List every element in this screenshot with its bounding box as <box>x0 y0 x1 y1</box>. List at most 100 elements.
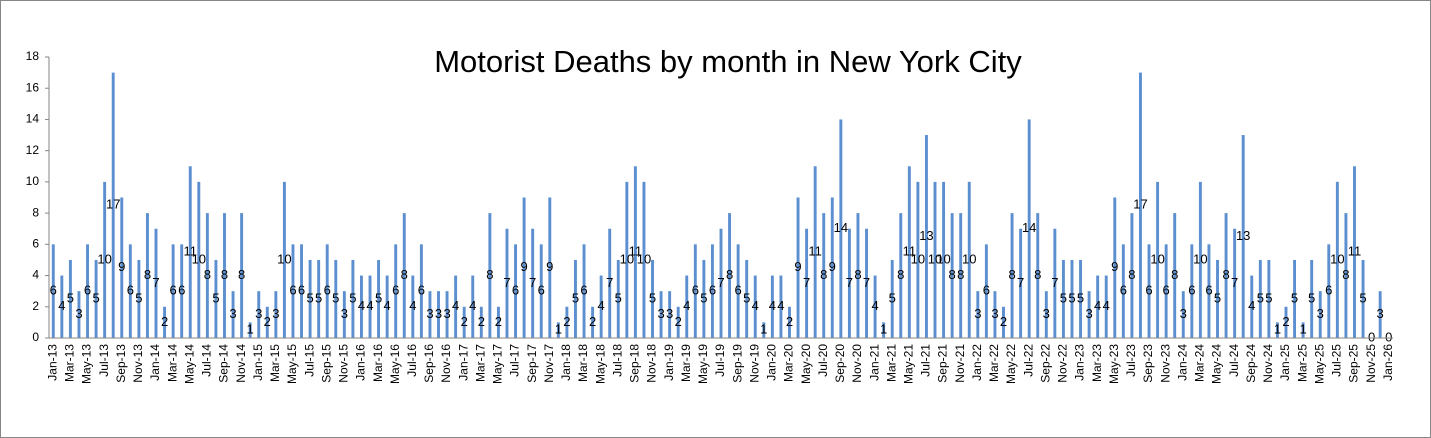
x-tick-label: Nov-23 <box>1158 344 1172 383</box>
bar <box>1096 275 1100 338</box>
x-tick-label: Sep-17 <box>525 344 539 383</box>
data-label: 1 <box>555 322 562 337</box>
bar <box>445 291 449 338</box>
data-label: 6 <box>983 283 990 298</box>
data-label: 11 <box>808 244 822 259</box>
bar <box>223 213 226 338</box>
bar <box>642 181 646 338</box>
x-tick-label: Nov-17 <box>542 344 556 383</box>
bar <box>51 244 55 338</box>
x-tick-label: Jul-22 <box>1021 344 1035 377</box>
bar <box>68 259 72 338</box>
bar <box>907 166 911 338</box>
x-tick-label: Mar-14 <box>165 344 179 382</box>
bar <box>437 291 440 338</box>
bar <box>659 291 663 338</box>
data-label: 10 <box>911 251 925 266</box>
x-tick-label: Jul-19 <box>713 344 727 377</box>
x-tick-label: Jul-21 <box>919 344 933 377</box>
data-label: 4 <box>366 298 373 313</box>
data-label: 6 <box>735 283 742 298</box>
bar <box>385 275 389 338</box>
bar <box>788 306 791 338</box>
bar <box>1130 213 1134 338</box>
bar <box>351 259 355 338</box>
x-tick-label: Jul-14 <box>200 344 214 377</box>
data-label: 10 <box>192 251 206 266</box>
data-label: 6 <box>418 283 425 298</box>
data-label: 10 <box>1150 251 1164 266</box>
x-tick-label: Sep-14 <box>217 344 231 383</box>
x-tick-label: Mar-24 <box>1193 344 1207 382</box>
x-tick-label: Jul-13 <box>97 344 111 377</box>
data-label: 2 <box>589 314 596 329</box>
x-tick-label: Jul-24 <box>1227 344 1241 377</box>
bar <box>967 181 971 338</box>
bar <box>1087 291 1091 338</box>
bar <box>890 259 894 338</box>
y-tick-label: 2 <box>32 299 39 313</box>
bar <box>1353 166 1356 338</box>
data-label: 0 <box>1385 329 1392 344</box>
data-label: 3 <box>75 306 82 321</box>
x-tick-label: May-17 <box>491 344 505 384</box>
data-label: 6 <box>580 283 587 298</box>
x-tick-label: Jul-16 <box>405 344 419 377</box>
bar <box>317 259 321 338</box>
data-label: 11 <box>629 244 643 259</box>
data-label: 7 <box>1051 275 1058 290</box>
x-tick-label: Jan-15 <box>251 344 265 381</box>
data-label: 11 <box>903 244 917 259</box>
bar <box>428 291 432 338</box>
x-tick-label: Nov-20 <box>850 344 864 383</box>
data-label: 7 <box>606 275 613 290</box>
x-tick-label: Mar-25 <box>1295 344 1309 382</box>
bar <box>1310 259 1314 338</box>
bar <box>120 197 124 338</box>
x-tick-label: Sep-23 <box>1141 344 1155 383</box>
bar <box>899 213 903 338</box>
data-label: 4 <box>452 298 459 313</box>
bar <box>231 291 235 338</box>
x-tick-label: Jul-20 <box>816 344 830 377</box>
data-label: 8 <box>854 267 861 282</box>
x-tick-label: Nov-19 <box>747 344 761 383</box>
y-tick-label: 18 <box>26 49 40 63</box>
y-tick-label: 16 <box>26 80 40 94</box>
x-tick-label: May-15 <box>285 344 299 384</box>
data-label: 8 <box>957 267 964 282</box>
x-tick-label: Nov-16 <box>439 344 453 383</box>
bar <box>976 291 980 338</box>
data-label: 13 <box>919 228 933 243</box>
bar <box>959 213 963 338</box>
data-label: 2 <box>161 314 168 329</box>
x-tick-label: May-13 <box>80 344 94 384</box>
bar <box>1216 259 1219 338</box>
bar <box>128 244 132 338</box>
data-label: 5 <box>700 290 707 305</box>
x-tick-label: Mar-23 <box>1090 344 1104 382</box>
bar <box>1139 72 1142 338</box>
data-label: 17 <box>1133 197 1147 212</box>
bar <box>282 181 286 338</box>
bar <box>1070 259 1074 338</box>
data-label: 10 <box>637 251 651 266</box>
bar <box>1327 244 1331 338</box>
y-tick-label: 10 <box>26 174 40 188</box>
bar <box>1079 259 1082 338</box>
bar <box>882 322 886 338</box>
x-tick-label: May-14 <box>182 344 196 384</box>
x-tick-label: Jan-19 <box>662 344 676 381</box>
bar <box>325 244 329 338</box>
y-tick-label: 6 <box>32 237 39 251</box>
bar <box>462 306 466 338</box>
bar <box>1061 259 1065 338</box>
bar <box>454 275 458 338</box>
data-label: 7 <box>1017 275 1024 290</box>
data-label: 8 <box>1128 267 1135 282</box>
bar <box>805 228 809 338</box>
data-label: 6 <box>50 283 57 298</box>
x-tick-label: Mar-16 <box>371 344 385 382</box>
bar <box>873 275 877 338</box>
data-label: 4 <box>1103 298 1110 313</box>
